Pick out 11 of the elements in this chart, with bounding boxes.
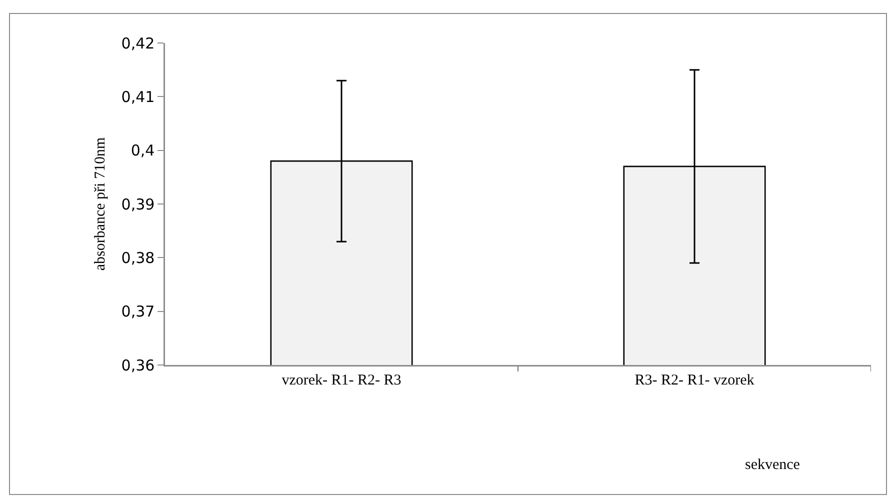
y-tick-label: 0,39 [121,195,155,214]
y-tick-label: 0,38 [121,248,155,267]
y-tick-label: 0,36 [121,356,155,374]
y-axis-title: absorbance při 710nm [92,137,109,271]
y-tick-label: 0,37 [121,302,155,321]
x-axis-title: sekvence [745,457,800,473]
y-tick-label: 0,41 [121,88,155,106]
x-tick-label: R3- R2- R1- vzorek [634,372,755,388]
y-tick-label: 0,42 [121,34,155,52]
x-tick-label: vzorek- R1- R2- R3 [282,372,402,388]
y-tick-label: 0,4 [130,142,155,160]
